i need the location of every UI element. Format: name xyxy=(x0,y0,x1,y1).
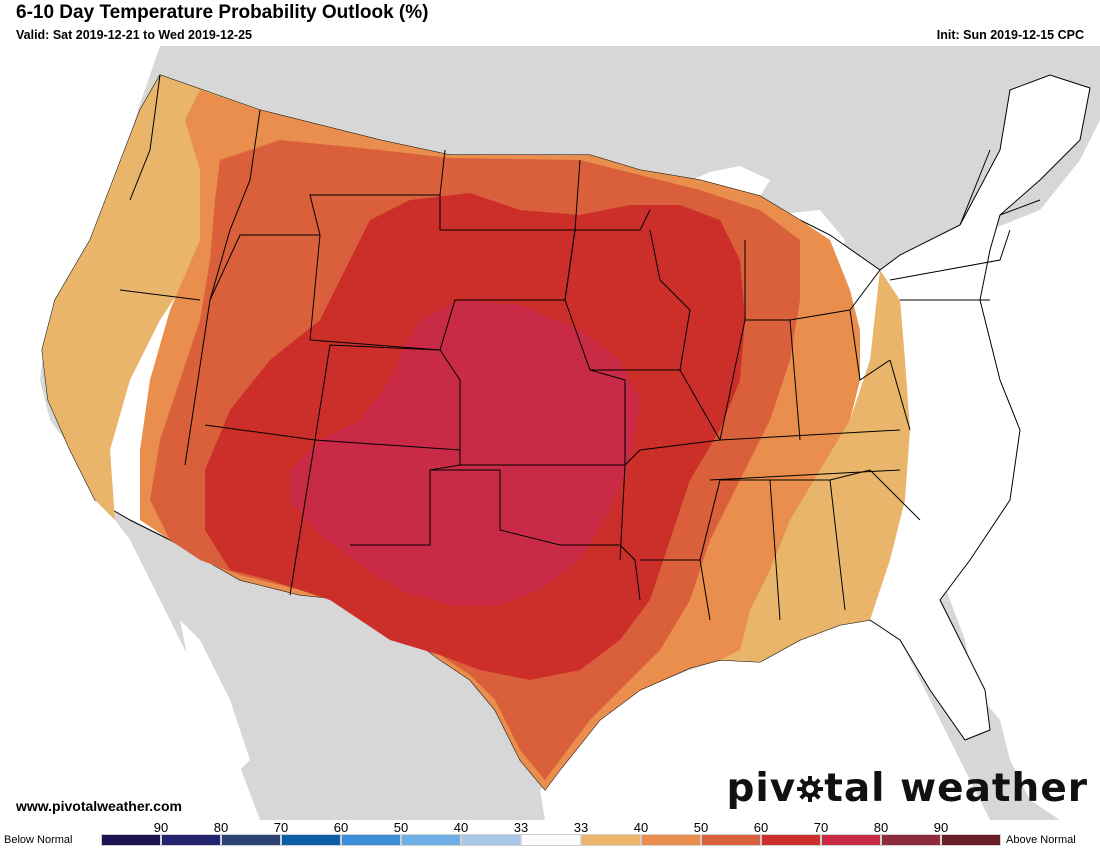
legend-tick-label: 70 xyxy=(273,820,289,835)
pivotal-weather-logo: piv tal weather xyxy=(726,766,1088,811)
legend-tick-label: 60 xyxy=(333,820,349,835)
legend-swatch xyxy=(821,834,881,846)
legend-tick-label: 90 xyxy=(153,820,169,835)
init-time: Init: Sun 2019-12-15 CPC xyxy=(936,28,1084,42)
legend-swatch xyxy=(221,834,281,846)
legend-swatch xyxy=(641,834,701,846)
legend-tick-label: 70 xyxy=(813,820,829,835)
legend-swatch xyxy=(461,834,521,846)
legend-swatch xyxy=(161,834,221,846)
legend-swatch xyxy=(401,834,461,846)
legend-tick-label: 50 xyxy=(393,820,409,835)
legend-tick-label: 33 xyxy=(573,820,589,835)
valid-period: Valid: Sat 2019-12-21 to Wed 2019-12-25 xyxy=(16,28,252,42)
legend-tick-label: 90 xyxy=(933,820,949,835)
legend-tick-label: 50 xyxy=(693,820,709,835)
gear-icon xyxy=(797,776,824,802)
legend-swatch xyxy=(881,834,941,846)
legend-ticks: 90 80 70 60 50 40 33 33 40 50 60 70 80 90 xyxy=(0,820,1100,835)
below-normal-label: Below Normal xyxy=(4,834,73,846)
gulf-of-california xyxy=(180,620,250,770)
shade-40-50 xyxy=(42,75,910,662)
gulf-of-mexico xyxy=(540,620,990,820)
legend: 90 80 70 60 50 40 33 33 40 50 60 70 80 90 Below Norma… xyxy=(0,820,1100,850)
pacific-ocean xyxy=(0,46,260,820)
legend-swatch xyxy=(101,834,161,846)
state-borders xyxy=(119,74,1041,621)
legend-swatch xyxy=(941,834,1001,846)
legend-tick-label: 80 xyxy=(873,820,889,835)
website-url[interactable]: www.pivotalweather.com xyxy=(16,798,182,814)
brand-text-left: piv xyxy=(726,766,797,811)
legend-tick-label: 40 xyxy=(633,820,649,835)
above-normal-label: Above Normal xyxy=(1006,834,1076,846)
legend-swatch xyxy=(581,834,641,846)
map-svg xyxy=(0,46,1100,820)
page-title: 6-10 Day Temperature Probability Outlook… xyxy=(16,2,429,23)
legend-swatch xyxy=(341,834,401,846)
legend-tick-label: 60 xyxy=(753,820,769,835)
header: 6-10 Day Temperature Probability Outlook… xyxy=(0,0,1100,46)
brand-text-right: tal weather xyxy=(824,766,1088,811)
shade-80-90 xyxy=(290,300,640,605)
legend-swatch xyxy=(761,834,821,846)
legend-swatch xyxy=(701,834,761,846)
legend-swatch xyxy=(521,834,581,846)
legend-swatches xyxy=(101,834,1001,846)
legend-swatch xyxy=(281,834,341,846)
legend-tick-label: 40 xyxy=(453,820,469,835)
outlook-map xyxy=(0,46,1100,820)
legend-tick-label: 33 xyxy=(513,820,529,835)
legend-tick-label: 80 xyxy=(213,820,229,835)
